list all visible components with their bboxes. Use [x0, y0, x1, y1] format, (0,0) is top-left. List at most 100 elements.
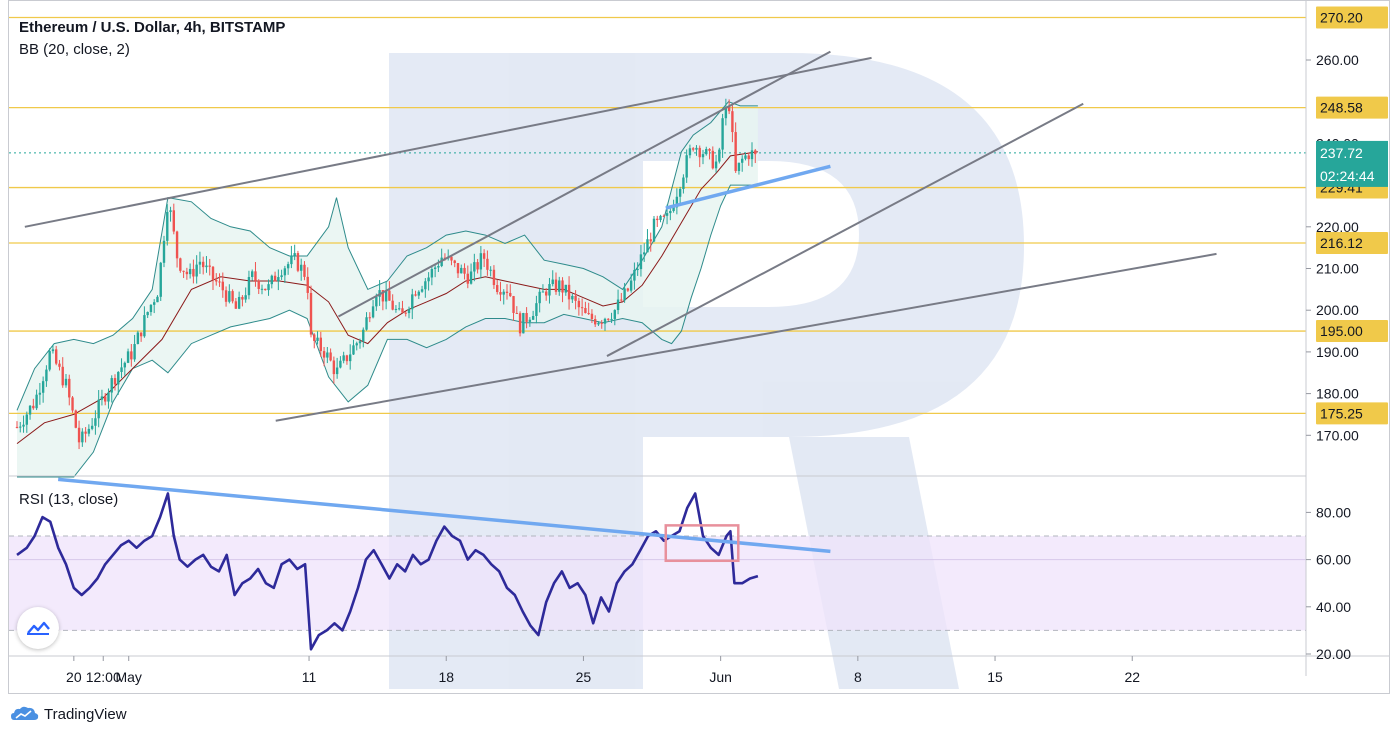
candle-body	[727, 107, 731, 112]
candle-body	[296, 253, 300, 271]
candle-body	[545, 291, 548, 296]
candle-body	[528, 319, 532, 322]
candle-body	[734, 132, 737, 172]
candle-body	[721, 118, 724, 150]
candle-body	[172, 210, 175, 232]
candle-body	[437, 266, 440, 268]
candle-body	[179, 258, 182, 271]
candle-body	[590, 313, 594, 320]
candle-body	[649, 239, 652, 242]
candle-body	[81, 431, 84, 443]
candle-body	[237, 296, 241, 309]
candle-body	[277, 277, 280, 282]
candle-body	[300, 264, 303, 271]
candle-body	[678, 189, 682, 197]
price-tick-label-2: 190.00	[1316, 344, 1359, 360]
trend-line-inner-channel-bottom	[606, 102, 1084, 357]
candle-body	[224, 290, 228, 302]
level-label-3: 216.12	[1320, 235, 1363, 251]
candle-body	[28, 405, 32, 415]
candle-body	[329, 352, 332, 361]
candle-body	[665, 213, 669, 216]
candle-body	[365, 317, 368, 330]
candle-body	[51, 349, 55, 352]
cloud-logo-icon	[27, 621, 50, 635]
candle-body	[61, 366, 64, 386]
candle-body	[420, 289, 424, 292]
rsi-tick-label-0: 20.00	[1316, 646, 1351, 662]
candle-body	[731, 111, 734, 133]
candle-body	[146, 312, 149, 316]
price-tick-label-0: 170.00	[1316, 427, 1359, 443]
candle-body	[355, 343, 358, 346]
candle-body	[515, 312, 518, 314]
candle-body	[747, 155, 750, 160]
candle-body	[97, 399, 100, 419]
candle-body	[450, 256, 453, 261]
candle-body	[22, 424, 25, 427]
candle-body	[38, 392, 42, 395]
candle-body	[228, 291, 231, 302]
candle-body	[577, 300, 581, 308]
candle-body	[159, 262, 162, 297]
support-blue-line	[665, 164, 831, 210]
candle-body	[202, 261, 205, 268]
footer-brand[interactable]: TradingView	[10, 705, 127, 723]
candle-body	[104, 396, 107, 402]
candle-body	[662, 215, 665, 217]
candle-body	[264, 288, 267, 291]
candle-body	[342, 355, 345, 361]
candle-body	[499, 292, 502, 295]
candle-body	[335, 367, 339, 375]
candle-body	[149, 304, 153, 313]
candle-body	[231, 291, 234, 302]
candle-body	[208, 265, 211, 267]
candle-body	[71, 397, 74, 411]
candle-body	[156, 296, 159, 303]
chart-canvas[interactable]: 170.00 180.00 190.00 200.00 210.00 220.00 260.…	[9, 1, 1389, 693]
candle-body	[198, 261, 202, 265]
candle-body	[254, 271, 257, 281]
candle-body	[100, 396, 104, 400]
candle-body	[479, 253, 483, 270]
candle-body	[133, 344, 136, 360]
candle-body	[257, 280, 260, 289]
candle-body	[211, 266, 215, 280]
time-tick-label-3: 11	[302, 669, 317, 685]
watermark-bowl	[517, 53, 1024, 689]
candle-body	[659, 215, 662, 221]
candle-body	[247, 276, 251, 296]
candle-body	[15, 426, 19, 428]
candle-body	[188, 268, 192, 275]
rsi-band-fill	[9, 536, 1306, 631]
candle-body	[574, 295, 577, 301]
candle-body	[241, 296, 244, 300]
candle-body	[509, 292, 512, 297]
candle-body	[273, 275, 277, 282]
candle-body	[139, 332, 143, 337]
bb-lower-line	[17, 184, 758, 478]
candle-body	[205, 265, 208, 268]
candle-body	[68, 378, 71, 398]
candle-body	[616, 299, 620, 311]
candle-body	[584, 308, 587, 314]
rsi-tick-label-2: 60.00	[1316, 552, 1351, 568]
candle-body	[675, 196, 679, 208]
candle-body	[430, 269, 434, 278]
candle-body	[153, 302, 156, 305]
candle-body	[41, 381, 45, 393]
candle-body	[349, 354, 352, 362]
tradingview-logo-button[interactable]	[17, 607, 59, 649]
candle-body	[313, 334, 316, 341]
candle-body	[218, 281, 221, 283]
candle-body	[538, 291, 541, 304]
price-tick-label-6: 260.00	[1316, 52, 1359, 68]
candle-body	[463, 267, 466, 274]
candle-body	[391, 300, 394, 310]
candle-body	[636, 269, 639, 271]
bb-indicator-label: BB (20, close, 2)	[19, 41, 130, 58]
candle-body	[358, 341, 362, 344]
candle-body	[489, 269, 492, 271]
candle-body	[94, 418, 97, 426]
candle-body	[482, 253, 486, 259]
